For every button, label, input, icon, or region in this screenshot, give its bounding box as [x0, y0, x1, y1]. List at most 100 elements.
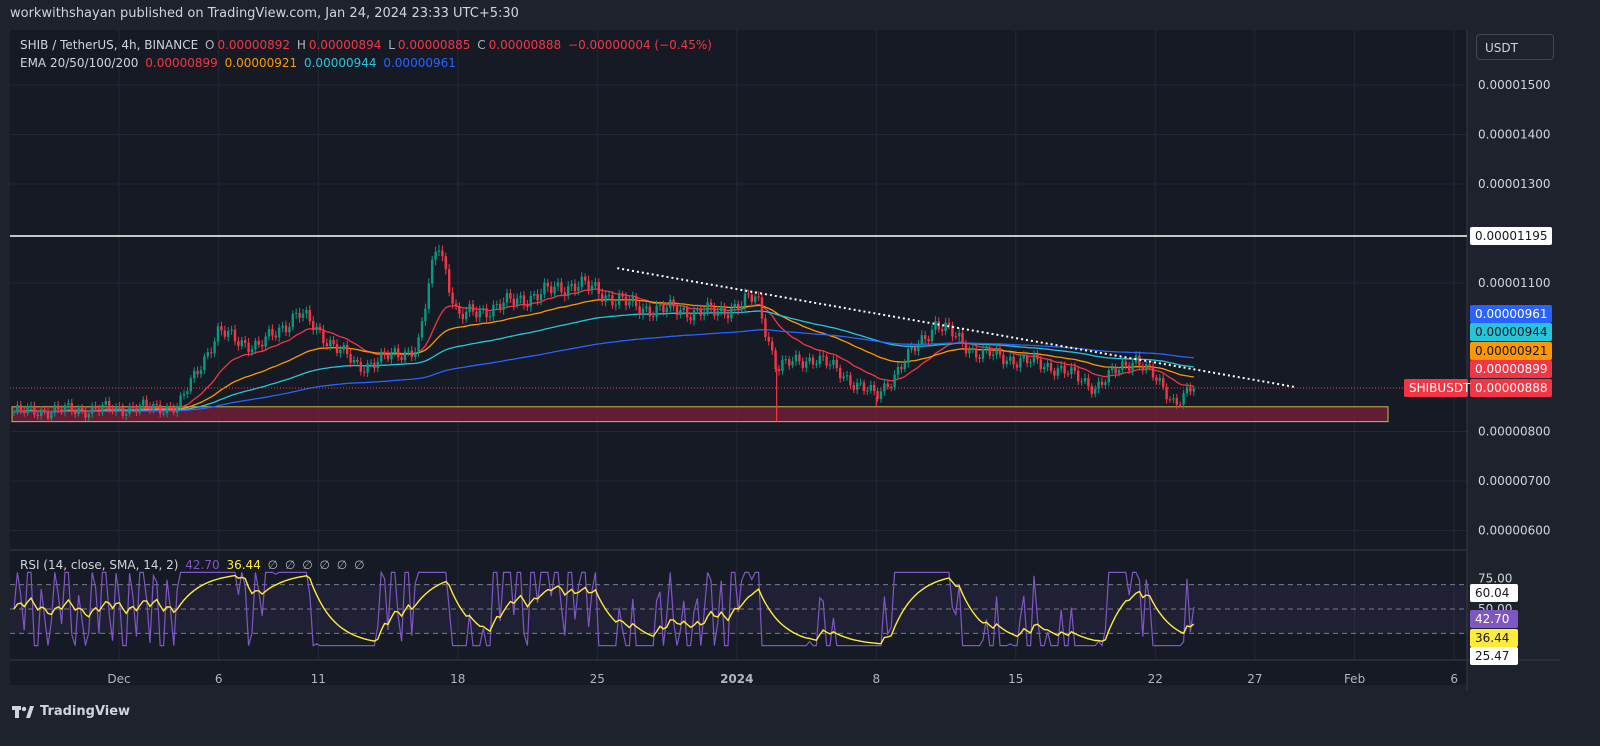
candle-body: [1185, 387, 1189, 394]
tradingview-brand-label: TradingView: [40, 704, 131, 719]
candle-body: [1090, 386, 1093, 394]
candle-body: [1168, 399, 1172, 401]
tradingview-brand[interactable]: TradingView: [12, 704, 130, 719]
candle-body: [274, 335, 277, 338]
rsi-extra-5: ∅: [336, 558, 348, 572]
candle-body: [550, 286, 553, 294]
price-tick-label: 0.00000700: [1478, 474, 1551, 488]
candle-body: [954, 336, 957, 338]
candle-body: [1002, 354, 1005, 365]
candle-body: [33, 405, 36, 415]
candle-body: [1080, 381, 1083, 383]
rsi-extra-2: ∅: [284, 558, 296, 572]
resistance-price-badge: 0.00001195: [1470, 227, 1552, 245]
candle-body: [458, 305, 461, 314]
candle-body: [628, 301, 631, 306]
candle-body: [958, 332, 961, 337]
candle-body: [546, 282, 549, 287]
candle-body: [373, 362, 376, 369]
candle-body: [1114, 367, 1117, 374]
candle-body: [417, 337, 420, 352]
candle-body: [407, 350, 410, 352]
candle-body: [733, 304, 736, 308]
ema200-value: 0.00000961: [383, 56, 456, 70]
publisher-line: workwithshayan published on TradingView.…: [10, 6, 519, 21]
candle-body: [397, 348, 400, 358]
price-axis[interactable]: 0.00001500 0.00001400 0.00001300 0.00001100…: [1404, 78, 1552, 665]
resistance-price-badge-bg: [1470, 227, 1552, 245]
candle-body: [196, 370, 199, 375]
candle-body: [220, 326, 223, 331]
candle-body: [1100, 381, 1104, 385]
candle-body: [577, 286, 580, 291]
candle-body: [131, 405, 135, 409]
candle-body: [172, 407, 175, 413]
candle-body: [832, 359, 835, 365]
low-label: L: [388, 38, 395, 52]
ema100-line: [13, 310, 1194, 413]
ema-price-badge-text: 0.00000944: [1475, 325, 1548, 339]
candle-body: [910, 346, 913, 350]
change-value: −0.00000004 (−0.45%): [568, 38, 712, 52]
candle-body: [80, 408, 84, 411]
candle-body: [193, 370, 196, 379]
ema-price-badge-bg: [1470, 360, 1552, 378]
price-tick-label: 0.00001400: [1478, 128, 1551, 142]
ema-legend[interactable]: EMA 20/50/100/200 0.00000899 0.00000921 …: [20, 56, 459, 70]
candle-body: [19, 405, 22, 411]
candle-body: [1094, 388, 1097, 394]
candle-body: [570, 283, 573, 287]
candle-body: [114, 405, 118, 412]
currency-button[interactable]: USDT: [1476, 34, 1554, 60]
candle-body: [641, 308, 645, 315]
candle-body: [437, 250, 441, 252]
candle-body: [233, 329, 237, 342]
candle-body: [16, 405, 19, 412]
candle-body: [230, 329, 233, 331]
candle-body: [1056, 368, 1059, 376]
candle-body: [890, 386, 893, 388]
candle-body: [346, 344, 349, 355]
candle-body: [934, 321, 937, 330]
time-axis[interactable]: Dec 6 11 18 25 2024 8 15 22 27 Feb 6: [107, 672, 1458, 686]
candle-body: [597, 282, 600, 294]
candle-body: [288, 327, 291, 333]
candle-body: [1026, 355, 1029, 364]
candle-body: [740, 305, 743, 311]
candle-body: [699, 308, 702, 316]
candle-body: [1179, 404, 1182, 406]
candle-body: [509, 293, 512, 299]
candle-body: [512, 298, 515, 306]
candle-body: [567, 286, 570, 297]
candle-body: [104, 401, 107, 405]
candle-body: [199, 369, 203, 375]
low-value: 0.00000885: [397, 38, 471, 52]
candle-body: [522, 295, 526, 306]
candle-body: [1063, 365, 1066, 374]
candle-body: [652, 316, 655, 318]
rsi-value-badge: 25.47: [1470, 647, 1518, 665]
candle-body: [57, 405, 60, 410]
candle-body: [142, 399, 145, 406]
candle-body: [237, 341, 240, 347]
candle-body: [1182, 393, 1185, 405]
candle-body: [162, 413, 165, 415]
candle-body: [1141, 365, 1144, 371]
symbol-legend[interactable]: SHIB / TetherUS, 4h, BINANCE O 0.00000892…: [20, 38, 715, 52]
candle-body: [686, 307, 689, 318]
candle-body: [383, 351, 386, 355]
candle-body: [757, 296, 760, 298]
candle-body: [594, 282, 597, 286]
rsi-legend[interactable]: RSI (14, close, SMA, 14, 2) 42.70 36.44 …: [20, 558, 368, 572]
candle-body: [223, 330, 226, 337]
candle-body: [267, 329, 271, 337]
candle-body: [424, 308, 427, 322]
candle-body: [376, 361, 379, 369]
candle-body: [70, 403, 73, 412]
candle-body: [618, 294, 621, 305]
candle-body: [747, 293, 750, 295]
time-tick-label: 22: [1148, 672, 1163, 686]
candle-body: [822, 355, 825, 357]
candle-body: [363, 371, 366, 373]
candle-body: [883, 383, 886, 392]
